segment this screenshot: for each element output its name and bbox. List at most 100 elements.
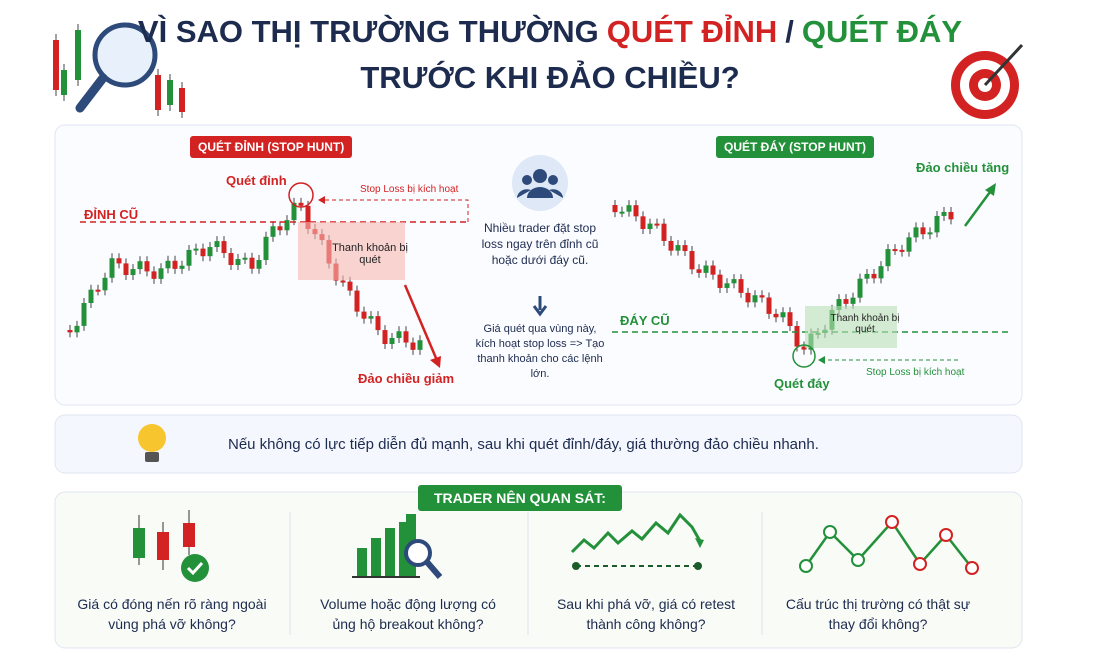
candle-part bbox=[892, 249, 898, 252]
magnifier-handle bbox=[75, 73, 108, 113]
candle-part bbox=[186, 249, 192, 266]
candle-part bbox=[179, 88, 185, 112]
candle-part bbox=[67, 330, 73, 333]
sweep-circle bbox=[288, 182, 314, 208]
candle-part bbox=[647, 223, 653, 229]
candle-part bbox=[242, 257, 248, 260]
badge: QUÉT ĐÁY (STOP HUNT) bbox=[716, 136, 875, 158]
label: Đảo chiều tăng bbox=[916, 160, 1010, 175]
candle-part bbox=[780, 312, 786, 318]
candle-part bbox=[878, 266, 884, 279]
candle-part bbox=[689, 251, 695, 270]
stop-arrow bbox=[320, 199, 469, 222]
magnifier-icon bbox=[92, 22, 158, 88]
candles-check-icon bbox=[133, 510, 209, 582]
candle-part bbox=[368, 316, 374, 319]
candle-part bbox=[773, 313, 779, 318]
label: Quét đỉnh bbox=[226, 173, 287, 188]
candle-part bbox=[284, 220, 290, 231]
candle-part bbox=[682, 245, 688, 252]
title-highlight: QUÉT ĐỈNH bbox=[606, 14, 778, 49]
candle-part bbox=[724, 283, 730, 288]
candle-part bbox=[864, 273, 870, 279]
arrowhead bbox=[430, 356, 441, 368]
candle-part bbox=[375, 316, 381, 331]
observe-item: Giá có đóng nến rõ ràng ngoài vùng phá v… bbox=[77, 596, 267, 632]
candle-part bbox=[857, 278, 863, 298]
reversal-arrow bbox=[963, 191, 992, 227]
candle-part bbox=[291, 202, 297, 221]
icon-part bbox=[548, 175, 558, 185]
candle-part bbox=[703, 265, 709, 273]
candle-part bbox=[249, 257, 255, 269]
label: Đảo chiều giảm bbox=[358, 371, 455, 386]
candle-part bbox=[263, 236, 269, 260]
candle-part bbox=[696, 269, 702, 273]
candle-part bbox=[75, 30, 81, 80]
candle-part bbox=[885, 249, 891, 267]
candle-part bbox=[74, 325, 80, 333]
candle-part bbox=[53, 40, 59, 90]
candle-part bbox=[200, 248, 206, 257]
target-arrow bbox=[983, 43, 1024, 87]
candle-part bbox=[626, 205, 632, 212]
title-highlight: QUÉT ĐÁY bbox=[801, 14, 963, 49]
observe-item: Volume hoặc động lượng có ủng hộ breakou… bbox=[320, 596, 496, 632]
candle-part bbox=[155, 75, 161, 110]
liquidity-zone bbox=[805, 306, 897, 348]
candle-part bbox=[934, 215, 940, 233]
candle-part bbox=[948, 211, 954, 220]
candle-part bbox=[172, 260, 178, 269]
title-text: VÌ SAO THỊ TRƯỜNG THƯỜNG bbox=[137, 14, 599, 49]
candle-part bbox=[668, 240, 674, 251]
candle-part bbox=[640, 216, 646, 229]
section-badge: TRADER NÊN QUAN SÁT: bbox=[418, 485, 622, 511]
candle-part bbox=[193, 248, 199, 251]
sweep-circle bbox=[792, 344, 816, 368]
candle-part bbox=[228, 253, 234, 266]
title-line: TRƯỚC KHI ĐẢO CHIỀU? bbox=[360, 60, 740, 95]
candle-part bbox=[158, 268, 164, 279]
candle-part bbox=[731, 279, 737, 284]
candle-part bbox=[151, 271, 157, 279]
explain-text: Giá quét qua vùng này, kích hoạt stop lo… bbox=[475, 323, 605, 380]
candle-part bbox=[354, 290, 360, 312]
candle-part bbox=[871, 273, 877, 279]
reversal-arrow bbox=[403, 284, 438, 359]
candle-part bbox=[941, 211, 947, 216]
tip-text: Nếu không có lực tiếp diễn đủ mạnh, sau … bbox=[228, 436, 819, 453]
structure-icon bbox=[799, 515, 979, 575]
icon-part bbox=[533, 169, 547, 183]
bulb-base bbox=[145, 452, 159, 462]
candle-part bbox=[235, 259, 241, 266]
title-text: / bbox=[785, 14, 794, 49]
candle-part bbox=[850, 297, 856, 304]
candle-part bbox=[752, 295, 758, 303]
candle-part bbox=[836, 299, 842, 310]
candle-part bbox=[410, 342, 416, 350]
candle-part bbox=[61, 70, 67, 95]
candle-part bbox=[787, 312, 793, 327]
candle-part bbox=[109, 258, 115, 278]
candle-part bbox=[738, 279, 744, 293]
candle-part bbox=[389, 337, 395, 344]
candle-part bbox=[144, 261, 150, 272]
candle-part bbox=[403, 331, 409, 343]
candle-part bbox=[661, 223, 667, 241]
candle-part bbox=[417, 340, 423, 350]
candle-part bbox=[361, 311, 367, 319]
badge: QUÉT ĐỈNH (STOP HUNT) bbox=[190, 136, 353, 158]
candle-part bbox=[927, 232, 933, 235]
explain-text: Nhiều trader đặt stop loss ngay trên đỉn… bbox=[481, 221, 599, 267]
candle-part bbox=[88, 289, 94, 304]
candle-part bbox=[899, 249, 905, 252]
bulb-icon bbox=[138, 424, 166, 452]
title-line: VÌ SAO THỊ TRƯỜNG THƯỜNG QUÉT ĐỈNH / QUÉT Đ… bbox=[0, 14, 1100, 50]
tip-panel bbox=[54, 414, 1023, 474]
candle-part bbox=[298, 202, 304, 206]
candle-part bbox=[843, 299, 849, 304]
candle-part bbox=[920, 227, 926, 235]
